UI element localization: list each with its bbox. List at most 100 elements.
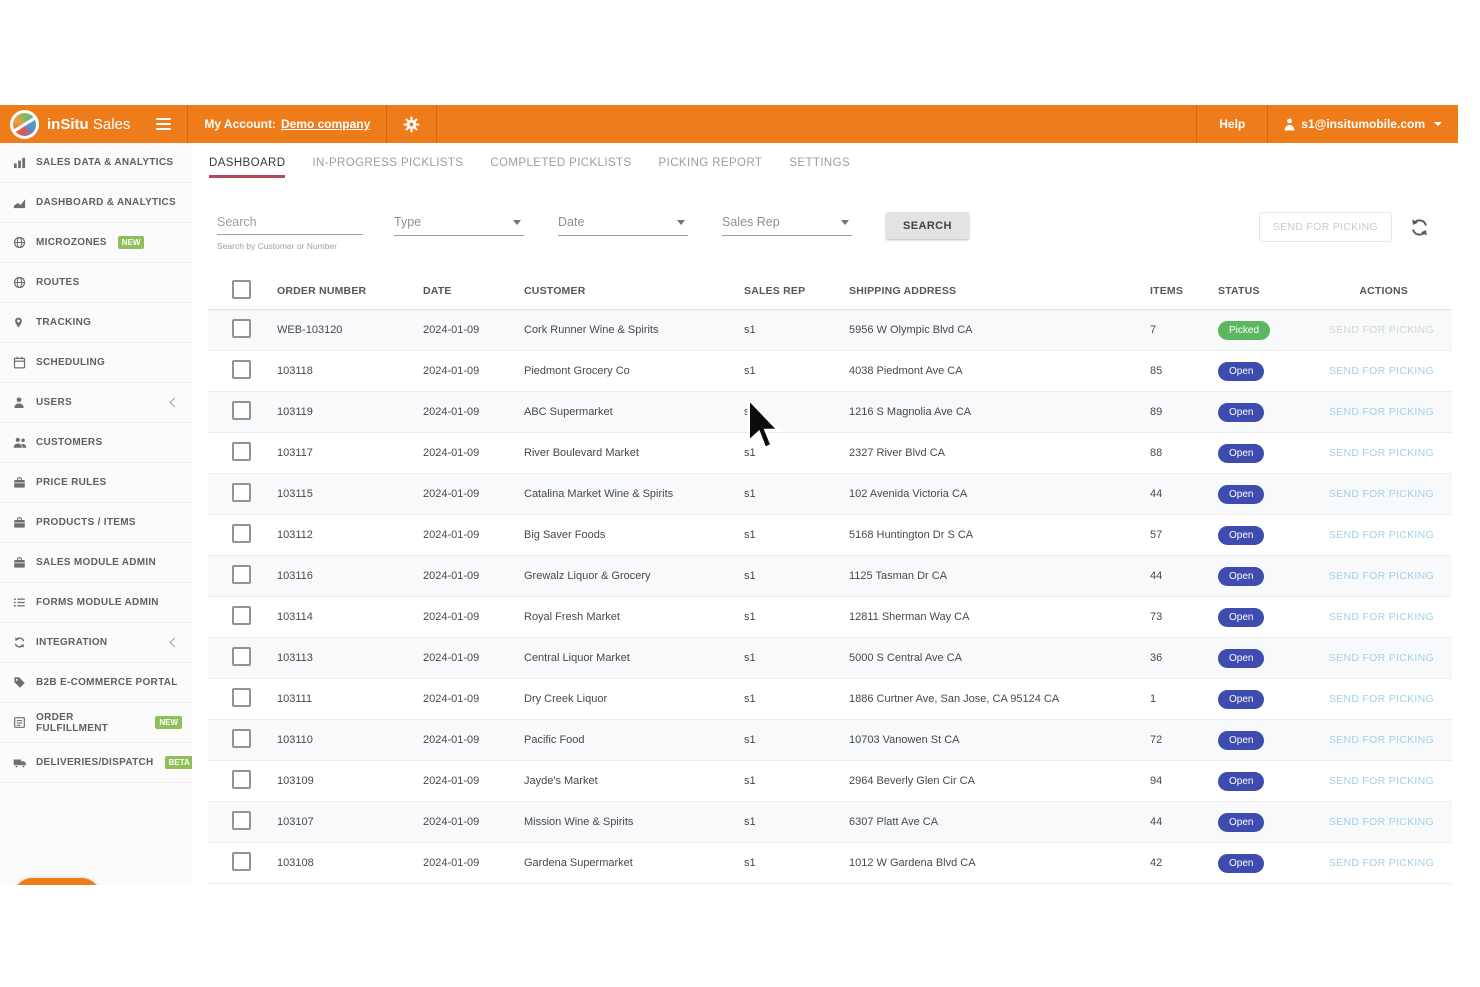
sidebar-item-price-rules[interactable]: PRICE RULES	[0, 463, 192, 503]
filter-bar: Search by Customer or Number Type Date S…	[192, 178, 1458, 251]
brand-name-light: Sales	[92, 115, 131, 133]
send-for-picking-link[interactable]: SEND FOR PICKING	[1328, 693, 1434, 705]
user-icon	[13, 396, 27, 409]
tab-picking-report[interactable]: PICKING REPORT	[658, 157, 763, 169]
sidebar-item-label: SCHEDULING	[36, 357, 106, 368]
filter-sales-rep-select[interactable]: Sales Rep	[722, 212, 852, 236]
send-for-picking-link[interactable]: SEND FOR PICKING	[1328, 488, 1434, 500]
sidebar-item-scheduling[interactable]: SCHEDULING	[0, 343, 192, 383]
status-badge: Open	[1218, 443, 1265, 463]
row-checkbox[interactable]	[232, 688, 251, 707]
chevron-down-icon	[677, 219, 685, 225]
my-account-link[interactable]: My Account: Demo company	[188, 117, 386, 131]
tab-settings[interactable]: SETTINGS	[789, 157, 851, 169]
chevron-down-icon	[1434, 122, 1442, 126]
row-checkbox[interactable]	[232, 319, 251, 338]
insitu-logo-icon	[10, 109, 39, 139]
send-for-picking-button[interactable]: SEND FOR PICKING	[1258, 212, 1392, 242]
items-count-cell: 44	[1150, 570, 1163, 582]
search-button[interactable]: SEARCH	[886, 212, 969, 239]
help-link[interactable]: Help	[1219, 117, 1246, 131]
sidebar-item-order-fulfillment[interactable]: ORDER FULFILLMENT NEW	[0, 703, 192, 743]
row-checkbox[interactable]	[232, 770, 251, 789]
filter-date-select[interactable]: Date	[558, 212, 688, 236]
send-for-picking-link[interactable]: SEND FOR PICKING	[1328, 447, 1434, 459]
briefcase-icon	[13, 516, 27, 529]
send-for-picking-link[interactable]: SEND FOR PICKING	[1328, 652, 1434, 664]
date-cell: 2024-01-09	[423, 570, 480, 582]
send-for-picking-link[interactable]: SEND FOR PICKING	[1328, 570, 1434, 582]
customer-cell: Grewalz Liquor & Grocery	[524, 570, 651, 582]
sidebar-item-tracking[interactable]: TRACKING	[0, 303, 192, 343]
shipping-address-cell: 5000 S Central Ave CA	[849, 652, 962, 664]
filter-select-label: Date	[558, 215, 585, 229]
row-checkbox[interactable]	[232, 811, 251, 830]
send-for-picking-link[interactable]: SEND FOR PICKING	[1328, 734, 1434, 746]
send-for-picking-link[interactable]: SEND FOR PICKING	[1328, 406, 1434, 418]
sidebar-item-deliveries-dispatch[interactable]: DELIVERIES/DISPATCH BETA	[0, 743, 194, 783]
send-for-picking-link[interactable]: SEND FOR PICKING	[1328, 857, 1434, 869]
chevron-left-icon	[169, 397, 180, 408]
select-all-checkbox[interactable]	[232, 280, 251, 299]
sidebar-item-microzones[interactable]: MICROZONES NEW	[0, 223, 192, 263]
user-account-menu[interactable]: s1@insitumobile.com	[1268, 117, 1458, 131]
sidebar-item-dashboard-analytics[interactable]: DASHBOARD & ANALYTICS	[0, 183, 192, 223]
send-for-picking-link[interactable]: SEND FOR PICKING	[1328, 775, 1434, 787]
sidebar-item-label: DELIVERIES/DISPATCH	[36, 757, 154, 768]
send-for-picking-link[interactable]: SEND FOR PICKING	[1328, 365, 1434, 377]
chevron-left-icon	[169, 637, 180, 648]
status-badge: Open	[1218, 525, 1265, 545]
sidebar-item-routes[interactable]: ROUTES	[0, 263, 192, 303]
sidebar-item-users[interactable]: USERS	[0, 383, 192, 423]
sidebar-item-products-items[interactable]: PRODUCTS / ITEMS	[0, 503, 192, 543]
customer-cell: Gardena Supermarket	[524, 857, 633, 869]
tag-icon	[13, 676, 27, 689]
sidebar-item-forms-module-admin[interactable]: FORMS MODULE ADMIN	[0, 583, 192, 623]
tab-completed-picklists[interactable]: COMPLETED PICKLISTS	[490, 157, 632, 169]
row-checkbox[interactable]	[232, 524, 251, 543]
tab-in-progress-picklists[interactable]: IN-PROGRESS PICKLISTS	[312, 157, 464, 169]
row-checkbox[interactable]	[232, 565, 251, 584]
date-cell: 2024-01-09	[423, 365, 480, 377]
row-checkbox[interactable]	[232, 442, 251, 461]
sales-rep-cell: s1	[744, 816, 756, 828]
search-input[interactable]	[217, 212, 363, 235]
filter-type-select[interactable]: Type	[394, 212, 524, 236]
sidebar-item-integration[interactable]: INTEGRATION	[0, 623, 192, 663]
row-checkbox[interactable]	[232, 360, 251, 379]
sidebar-item-b2b-e-commerce-portal[interactable]: B2B E-COMMERCE PORTAL	[0, 663, 192, 703]
send-for-picking-link[interactable]: SEND FOR PICKING	[1328, 816, 1434, 828]
row-checkbox[interactable]	[232, 401, 251, 420]
sidebar-item-sales-data-analytics[interactable]: SALES DATA & ANALYTICS	[0, 143, 192, 183]
sidebar-item-customers[interactable]: CUSTOMERS	[0, 423, 192, 463]
search-helper-text: Search by Customer or Number	[217, 241, 337, 251]
sidebar-item-label: MICROZONES	[36, 237, 107, 248]
row-checkbox[interactable]	[232, 483, 251, 502]
chat-button[interactable]: Chat	[14, 878, 100, 885]
sidebar-item-sales-module-admin[interactable]: SALES MODULE ADMIN	[0, 543, 192, 583]
send-for-picking-link[interactable]: SEND FOR PICKING	[1328, 324, 1434, 336]
row-checkbox[interactable]	[232, 606, 251, 625]
row-checkbox[interactable]	[232, 647, 251, 666]
sales-rep-cell: s1	[744, 611, 756, 623]
settings-gear-icon[interactable]	[387, 116, 436, 133]
sales-rep-cell: s1	[744, 570, 756, 582]
status-badge: Open	[1218, 648, 1265, 668]
tab-dashboard[interactable]: DASHBOARD	[209, 157, 286, 178]
order-number-cell: 103118	[277, 365, 313, 377]
customer-cell: Dry Creek Liquor	[524, 693, 608, 705]
shipping-address-cell: 10703 Vanowen St CA	[849, 734, 960, 746]
refresh-icon[interactable]	[1409, 217, 1430, 238]
send-for-picking-link[interactable]: SEND FOR PICKING	[1328, 529, 1434, 541]
items-count-cell: 57	[1150, 529, 1163, 541]
brand-name-bold: inSitu	[47, 115, 89, 133]
row-checkbox[interactable]	[232, 852, 251, 871]
status-badge: BETA	[164, 756, 194, 769]
order-number-cell: 103117	[277, 447, 313, 459]
status-badge: Picked	[1218, 320, 1271, 340]
column-header-status: STATUS	[1218, 285, 1260, 297]
send-for-picking-link[interactable]: SEND FOR PICKING	[1328, 611, 1434, 623]
row-checkbox[interactable]	[232, 729, 251, 748]
items-count-cell: 73	[1150, 611, 1163, 623]
menu-hamburger-icon[interactable]	[154, 111, 173, 137]
